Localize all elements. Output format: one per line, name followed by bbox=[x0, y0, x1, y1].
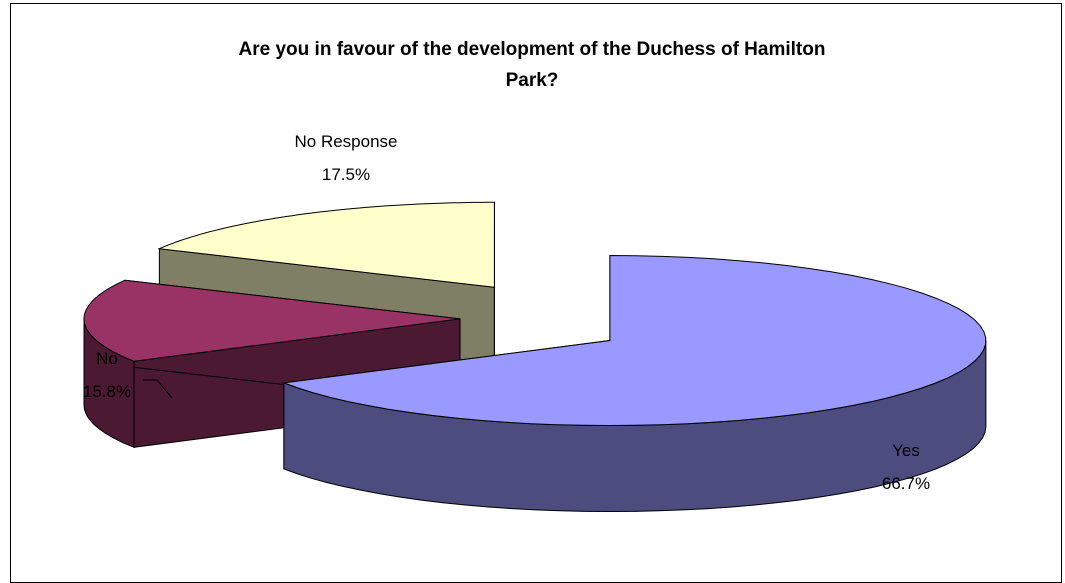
slice-no-response-top bbox=[157, 201, 495, 288]
slice-label-noresponse-value: 17.5% bbox=[322, 165, 370, 184]
slice-label-noresponse-name: No Response bbox=[294, 132, 397, 151]
pie-slices bbox=[83, 201, 987, 513]
slice-label-no-value: 15.8% bbox=[83, 382, 131, 401]
slice-yes bbox=[283, 254, 987, 513]
leader-lines bbox=[143, 379, 173, 399]
slice-no-top bbox=[83, 279, 461, 362]
chart-title-line-1: Are you in favour of the development of … bbox=[239, 39, 826, 60]
chart-title-line-2: Park? bbox=[506, 70, 559, 91]
slice-label-yes-value: 66.7% bbox=[882, 474, 930, 493]
slice-label-yes-name: Yes bbox=[892, 441, 920, 460]
slice-label-no-name: No bbox=[96, 349, 118, 368]
slice-yes-top bbox=[283, 254, 987, 427]
leader-line-no bbox=[143, 379, 173, 399]
